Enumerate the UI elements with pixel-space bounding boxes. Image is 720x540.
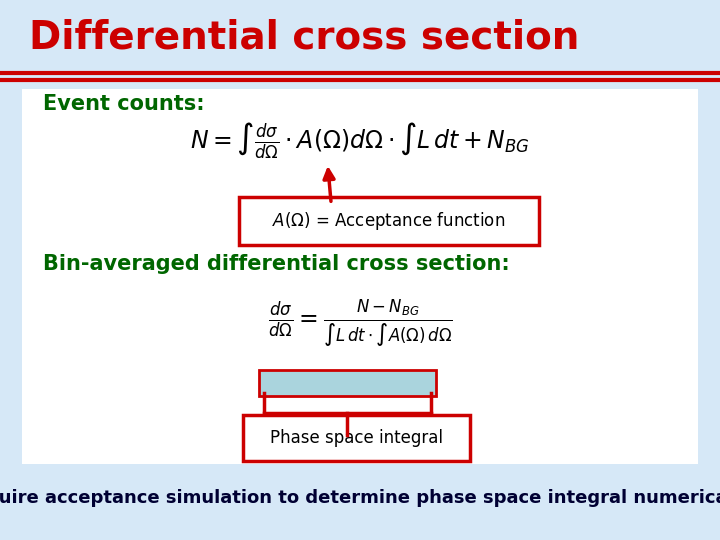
- Text: Bin-averaged differential cross section:: Bin-averaged differential cross section:: [43, 254, 510, 274]
- Text: Require acceptance simulation to determine phase space integral numerically!: Require acceptance simulation to determi…: [0, 489, 720, 507]
- FancyBboxPatch shape: [243, 415, 470, 461]
- Text: $N = \int \frac{d\sigma}{d\Omega} \cdot A(\Omega)d\Omega \cdot \int L\,dt + N_{B: $N = \int \frac{d\sigma}{d\Omega} \cdot …: [190, 120, 530, 160]
- FancyBboxPatch shape: [259, 370, 436, 396]
- Text: $A(\Omega)$ = Acceptance function: $A(\Omega)$ = Acceptance function: [272, 210, 505, 232]
- FancyBboxPatch shape: [239, 197, 539, 245]
- Text: Event counts:: Event counts:: [43, 94, 204, 114]
- FancyBboxPatch shape: [22, 89, 698, 464]
- Text: Differential cross section: Differential cross section: [29, 19, 579, 57]
- Text: $\frac{d\sigma}{d\Omega} = \frac{N - N_{BG}}{\int L\,dt \cdot \int A(\Omega)\,d\: $\frac{d\sigma}{d\Omega} = \frac{N - N_{…: [268, 299, 452, 349]
- Text: Phase space integral: Phase space integral: [270, 429, 443, 447]
